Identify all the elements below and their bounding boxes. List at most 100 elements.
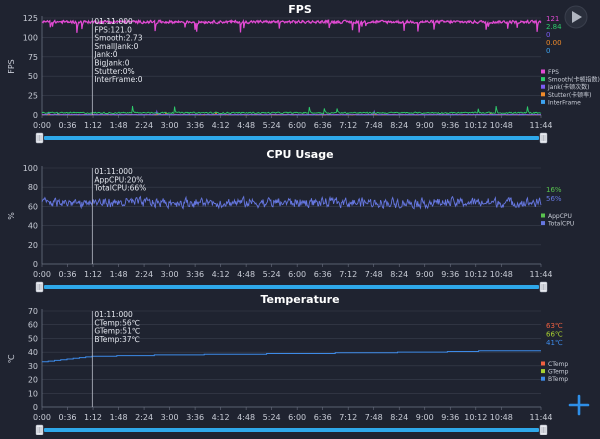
legend-entry: GTemp xyxy=(548,369,569,376)
chart-title: FPS xyxy=(288,3,312,16)
x-tick-label: 11:44 xyxy=(529,270,552,279)
y-tick-label: 30 xyxy=(28,362,38,371)
x-tick-label: 3:36 xyxy=(186,270,204,279)
x-tick-label: 10:48 xyxy=(490,270,513,279)
x-tick-label: 3:36 xyxy=(186,413,204,422)
legend-swatch xyxy=(541,77,545,81)
latest-value: 66℃ xyxy=(546,331,563,339)
y-tick-label: 40 xyxy=(28,222,38,231)
scrollbar-handle[interactable] xyxy=(36,133,43,143)
scrollbar-handle[interactable] xyxy=(36,282,43,292)
x-tick-label: 4:12 xyxy=(212,413,230,422)
y-tick-label: 60 xyxy=(28,321,38,330)
x-tick-label: 1:48 xyxy=(110,121,128,130)
x-tick-label: 4:12 xyxy=(212,270,230,279)
x-tick-label: 9:36 xyxy=(441,270,459,279)
play-button[interactable] xyxy=(565,6,587,28)
y-tick-label: 0 xyxy=(33,111,38,120)
x-tick-label: 9:36 xyxy=(441,121,459,130)
y-tick-label: 25 xyxy=(28,92,38,101)
scrollbar-handle[interactable] xyxy=(540,282,547,292)
timeline-scrollbar[interactable] xyxy=(44,285,539,289)
x-tick-label: 6:00 xyxy=(288,270,306,279)
scrollbar-handle[interactable] xyxy=(36,425,43,435)
cursor-readout: InterFrame:0 xyxy=(94,75,142,84)
legend-swatch xyxy=(541,221,545,225)
latest-value: 0.00 xyxy=(546,39,562,47)
scrollbar-handle[interactable] xyxy=(540,133,547,143)
legend-entry: CTemp xyxy=(548,361,568,368)
y-tick-label: 0 xyxy=(33,260,38,269)
x-tick-label: 11:44 xyxy=(529,413,552,422)
latest-value: 41℃ xyxy=(546,339,563,347)
x-tick-label: 3:36 xyxy=(186,121,204,130)
x-tick-label: 10:12 xyxy=(464,413,487,422)
legend-entry: TotalCPU xyxy=(547,221,574,228)
scrollbar-handle[interactable] xyxy=(540,425,547,435)
cursor-readout: BTemp:37℃ xyxy=(94,335,140,344)
x-tick-label: 4:48 xyxy=(237,413,255,422)
x-tick-label: 6:00 xyxy=(288,121,306,130)
x-tick-label: 7:12 xyxy=(339,270,357,279)
series-smooth xyxy=(42,106,541,114)
y-tick-label: 20 xyxy=(28,376,38,385)
x-tick-label: 7:12 xyxy=(339,413,357,422)
x-tick-label: 0:00 xyxy=(33,270,51,279)
chart-title: Temperature xyxy=(260,293,339,306)
legend-entry: InterFrame xyxy=(548,99,581,106)
x-tick-label: 0:36 xyxy=(59,413,77,422)
cursor-readout: TotalCPU:66% xyxy=(93,184,146,193)
x-tick-label: 10:12 xyxy=(464,121,487,130)
legend-entry: FPS xyxy=(548,69,559,76)
chart-title: CPU Usage xyxy=(266,148,333,161)
x-tick-label: 0:00 xyxy=(33,413,51,422)
x-tick-label: 10:48 xyxy=(490,121,513,130)
latest-value: 63℃ xyxy=(546,322,563,330)
latest-value: 0 xyxy=(546,47,550,55)
x-tick-label: 10:48 xyxy=(490,413,513,422)
y-tick-label: 80 xyxy=(28,183,38,192)
x-tick-label: 1:12 xyxy=(84,413,102,422)
add-button[interactable] xyxy=(566,391,592,417)
x-tick-label: 6:00 xyxy=(288,413,306,422)
y-tick-label: 50 xyxy=(28,334,38,343)
legend-entry: Jank(卡顿次数) xyxy=(547,83,589,91)
y-tick-label: 70 xyxy=(28,307,38,316)
x-tick-label: 1:12 xyxy=(84,121,102,130)
legend-swatch xyxy=(541,85,545,89)
x-tick-label: 4:12 xyxy=(212,121,230,130)
legend-entry: Smooth(卡顿指数) xyxy=(548,76,600,84)
latest-value: 2.84 xyxy=(546,23,562,31)
y-tick-label: 50 xyxy=(28,72,38,81)
x-tick-label: 9:00 xyxy=(416,121,434,130)
legend-swatch xyxy=(541,362,545,366)
x-tick-label: 8:24 xyxy=(390,270,408,279)
x-tick-label: 11:44 xyxy=(529,121,552,130)
x-tick-label: 9:00 xyxy=(416,270,434,279)
x-tick-label: 5:24 xyxy=(263,413,281,422)
timeline-scrollbar[interactable] xyxy=(44,428,539,432)
legend-swatch xyxy=(541,92,545,96)
latest-value: 56% xyxy=(546,195,562,203)
timeline-scrollbar[interactable] xyxy=(44,136,539,140)
x-tick-label: 6:36 xyxy=(314,270,332,279)
y-tick-label: 20 xyxy=(28,241,38,250)
x-tick-label: 5:24 xyxy=(263,270,281,279)
x-tick-label: 7:48 xyxy=(365,121,383,130)
x-tick-label: 8:24 xyxy=(390,413,408,422)
y-tick-label: 10 xyxy=(28,389,38,398)
x-tick-label: 3:00 xyxy=(161,270,179,279)
y-tick-label: 125 xyxy=(23,14,38,23)
x-tick-label: 0:00 xyxy=(33,121,51,130)
y-axis-label: % xyxy=(7,212,16,220)
x-tick-label: 8:24 xyxy=(390,121,408,130)
x-tick-label: 9:36 xyxy=(441,413,459,422)
x-tick-label: 3:00 xyxy=(161,413,179,422)
x-tick-label: 4:48 xyxy=(237,270,255,279)
x-tick-label: 0:36 xyxy=(59,121,77,130)
